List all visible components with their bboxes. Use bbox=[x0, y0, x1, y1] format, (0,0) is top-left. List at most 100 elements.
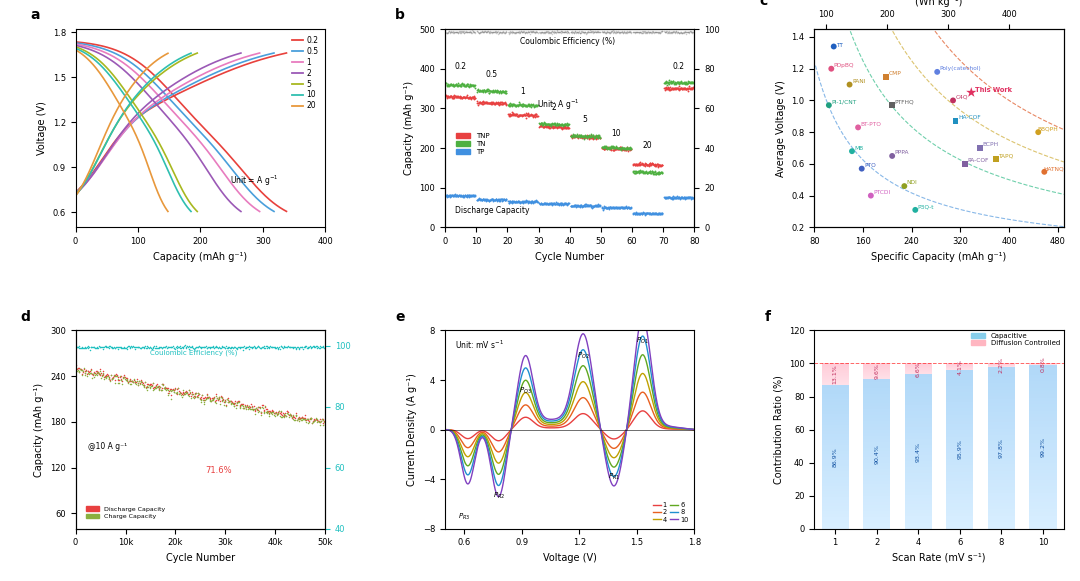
Point bbox=[629, 160, 646, 169]
Point bbox=[185, 389, 202, 399]
Point bbox=[638, 168, 656, 178]
Point bbox=[265, 407, 282, 417]
Point bbox=[441, 82, 458, 91]
Point bbox=[255, 343, 272, 353]
Point bbox=[85, 372, 103, 382]
Point bbox=[538, 199, 555, 209]
Point bbox=[536, 27, 553, 37]
Point bbox=[630, 27, 647, 37]
Point bbox=[642, 209, 659, 218]
Point bbox=[469, 27, 486, 36]
Point bbox=[248, 342, 266, 351]
Point bbox=[541, 119, 558, 128]
Point bbox=[445, 81, 462, 90]
Bar bbox=[863, 487, 890, 490]
Point bbox=[577, 27, 594, 37]
Point bbox=[484, 196, 501, 205]
Point bbox=[577, 28, 594, 37]
Point bbox=[225, 343, 242, 353]
Point bbox=[541, 121, 558, 130]
Point bbox=[496, 195, 513, 204]
Point bbox=[683, 83, 700, 92]
Point bbox=[95, 342, 112, 352]
Point bbox=[597, 202, 615, 211]
Point bbox=[585, 133, 603, 142]
Point bbox=[673, 27, 690, 37]
Point bbox=[680, 84, 698, 93]
Point bbox=[446, 91, 463, 101]
Point bbox=[70, 367, 87, 376]
Point bbox=[595, 144, 612, 153]
Point bbox=[626, 209, 644, 218]
Point bbox=[454, 191, 471, 200]
Point bbox=[630, 209, 647, 218]
Point bbox=[449, 28, 467, 37]
Point bbox=[608, 202, 625, 211]
Point bbox=[313, 414, 330, 424]
Point bbox=[627, 28, 645, 37]
Point bbox=[482, 86, 499, 95]
Point bbox=[110, 343, 127, 352]
Point bbox=[561, 123, 578, 132]
Point bbox=[631, 166, 648, 175]
Point bbox=[573, 132, 591, 141]
Point bbox=[565, 28, 582, 37]
Point bbox=[504, 197, 522, 206]
Point bbox=[664, 192, 681, 201]
Point bbox=[634, 27, 651, 36]
Point bbox=[269, 344, 286, 353]
Point bbox=[179, 390, 197, 400]
Point bbox=[212, 393, 229, 402]
Point bbox=[676, 27, 693, 36]
Point bbox=[605, 203, 622, 212]
Point bbox=[521, 111, 538, 120]
Point bbox=[171, 386, 188, 396]
Point bbox=[669, 84, 686, 93]
Point bbox=[669, 77, 686, 87]
Point bbox=[683, 77, 700, 87]
Point bbox=[606, 144, 623, 153]
Point bbox=[666, 193, 684, 203]
Point bbox=[177, 342, 194, 352]
Point bbox=[496, 195, 513, 205]
Point bbox=[622, 28, 639, 37]
Point bbox=[674, 83, 691, 92]
Point bbox=[504, 109, 522, 119]
Point bbox=[536, 199, 553, 208]
Point bbox=[447, 80, 464, 89]
Point bbox=[674, 78, 691, 87]
Bar bbox=[1029, 509, 1056, 512]
Point bbox=[498, 194, 515, 203]
Point bbox=[110, 344, 127, 353]
Point bbox=[589, 27, 606, 37]
Point bbox=[549, 120, 566, 130]
Point bbox=[472, 99, 489, 108]
Point bbox=[78, 370, 95, 379]
Point bbox=[549, 122, 566, 131]
Point bbox=[187, 343, 204, 353]
Point bbox=[183, 393, 200, 402]
Bar bbox=[1029, 493, 1056, 496]
Text: Discharge Capacity: Discharge Capacity bbox=[455, 206, 529, 216]
Point bbox=[282, 342, 299, 352]
Point bbox=[273, 343, 291, 352]
Point bbox=[300, 342, 318, 352]
Point bbox=[550, 27, 567, 37]
Point bbox=[586, 200, 604, 210]
Point bbox=[593, 202, 610, 211]
Point bbox=[658, 83, 675, 92]
Point bbox=[219, 397, 237, 407]
Bar bbox=[988, 419, 1015, 422]
Point bbox=[575, 202, 592, 211]
Bar bbox=[946, 418, 973, 421]
Point bbox=[103, 374, 120, 383]
Point bbox=[447, 92, 464, 102]
Point bbox=[449, 93, 467, 102]
Point bbox=[650, 209, 667, 218]
Point bbox=[664, 77, 681, 87]
Point bbox=[640, 28, 658, 38]
Point bbox=[299, 414, 316, 424]
Point bbox=[134, 379, 151, 388]
Point bbox=[258, 408, 275, 417]
Point bbox=[534, 119, 551, 128]
